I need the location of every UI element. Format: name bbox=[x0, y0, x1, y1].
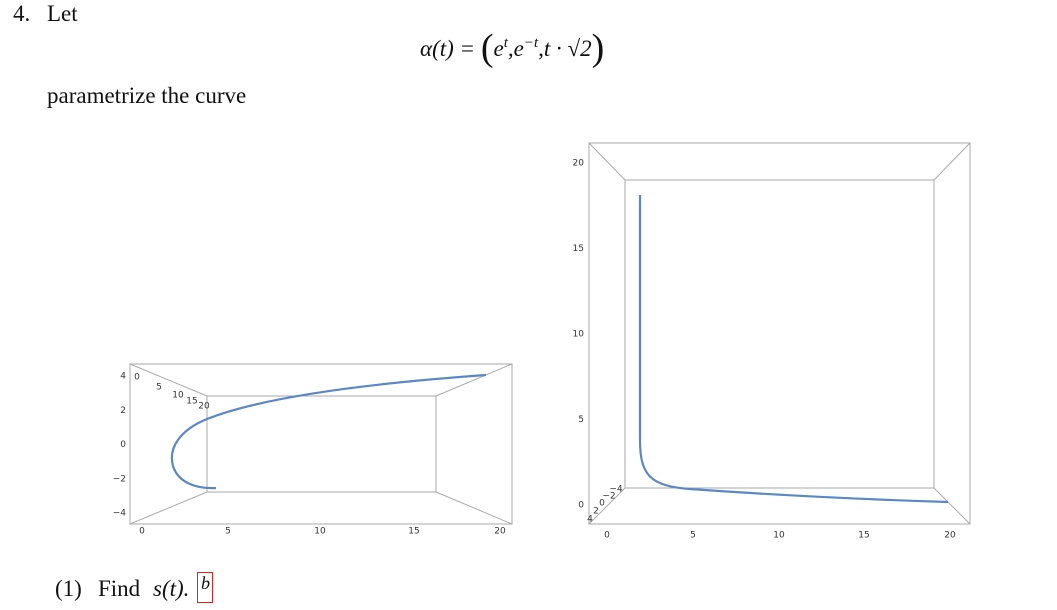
bottom-tick-label: 5 bbox=[690, 531, 696, 541]
bottom-tick-label: 20 bbox=[494, 527, 506, 537]
bottom-tick-label: 10 bbox=[773, 531, 785, 541]
question-expr: s(t). bbox=[153, 576, 190, 601]
term: e bbox=[513, 36, 524, 61]
outer-box bbox=[129, 363, 513, 525]
paren: ( bbox=[480, 27, 494, 69]
depth-tick-label: 4 bbox=[587, 515, 593, 525]
depth-tick-label: 0 bbox=[134, 373, 140, 383]
box-edges bbox=[129, 363, 513, 525]
bottom-tick-label: 15 bbox=[858, 531, 869, 541]
sep: , bbox=[538, 36, 544, 61]
term: e bbox=[493, 36, 504, 61]
bottom-tick-label: 0 bbox=[604, 531, 610, 541]
depth-tick-label: 20 bbox=[198, 402, 210, 412]
question-label: (1) bbox=[55, 576, 82, 601]
paren: ) bbox=[591, 27, 605, 69]
sep: , bbox=[507, 36, 514, 61]
inner-box bbox=[624, 179, 935, 489]
question-verb: Find bbox=[98, 576, 141, 601]
depth-tick-label: 5 bbox=[156, 383, 162, 393]
sup: −t bbox=[523, 35, 539, 51]
left-tick-label: 10 bbox=[573, 330, 585, 340]
depth-tick-label: 0 bbox=[599, 499, 605, 509]
depth-tick-label: 2 bbox=[593, 507, 599, 517]
bottom-tick-label: 20 bbox=[944, 531, 956, 541]
curve bbox=[638, 195, 949, 504]
formula-lhs: α(t) = bbox=[420, 36, 476, 61]
depth-tick-label: −2 bbox=[602, 492, 615, 502]
bottom-tick-label: 5 bbox=[225, 527, 231, 537]
plot-2 bbox=[588, 142, 971, 525]
left-tick-label: 15 bbox=[573, 244, 584, 254]
plot-1 bbox=[129, 363, 513, 525]
box-edges bbox=[588, 142, 971, 525]
formula: α(t) = (et,e−t,t · √2) bbox=[420, 25, 604, 67]
problem-text: parametrize the curve bbox=[47, 83, 247, 108]
lead: Let bbox=[47, 1, 78, 26]
outer-box bbox=[588, 142, 971, 525]
left-tick-label: 0 bbox=[578, 501, 584, 511]
curve bbox=[170, 373, 487, 490]
bottom-tick-label: 15 bbox=[408, 527, 419, 537]
left-tick-label: −2 bbox=[113, 474, 126, 484]
left-tick-label: −4 bbox=[113, 509, 127, 519]
left-tick-label: 0 bbox=[120, 440, 126, 450]
left-tick-label: 2 bbox=[120, 406, 126, 416]
left-tick-label: 4 bbox=[120, 372, 126, 382]
bottom-tick-label: 0 bbox=[139, 527, 145, 537]
inner-box bbox=[206, 395, 437, 493]
left-tick-label: 20 bbox=[573, 159, 585, 169]
depth-tick-label: −4 bbox=[609, 485, 623, 495]
footnote-marker[interactable]: b bbox=[197, 572, 213, 603]
sup: t bbox=[503, 35, 508, 51]
depth-tick-label: 10 bbox=[172, 391, 184, 401]
problem-number: 4. bbox=[13, 1, 31, 26]
bottom-tick-label: 10 bbox=[314, 527, 326, 537]
depth-tick-label: 15 bbox=[186, 397, 197, 407]
left-tick-label: 5 bbox=[578, 415, 584, 425]
term: t · √2 bbox=[543, 36, 592, 61]
